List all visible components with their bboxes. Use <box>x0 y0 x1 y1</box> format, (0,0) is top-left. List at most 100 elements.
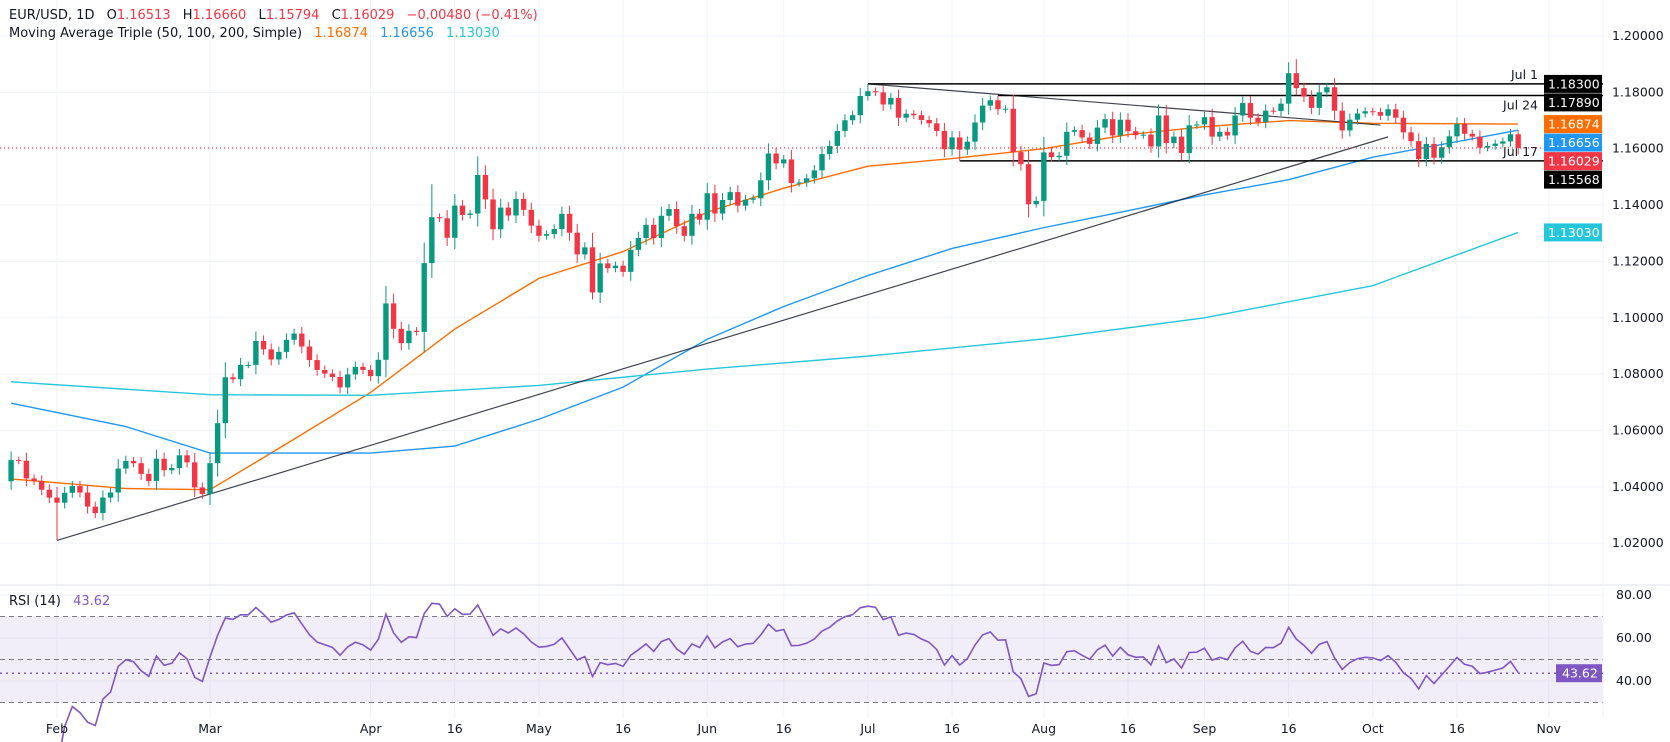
candle-body <box>727 192 733 201</box>
candle <box>1263 104 1269 129</box>
candle-body <box>276 351 282 360</box>
candle-body <box>214 423 221 464</box>
candle-body <box>1025 164 1032 205</box>
price-tag-box <box>1544 223 1602 242</box>
candle-body <box>620 265 626 272</box>
candle <box>834 123 840 154</box>
candle-body <box>612 265 619 269</box>
candle <box>1301 82 1307 103</box>
candle-body <box>528 209 534 226</box>
candle <box>1217 127 1223 142</box>
candle <box>1125 113 1131 138</box>
rsi-tag-text: 43.62 <box>1562 666 1598 681</box>
price-tag: 1.15568 <box>1544 170 1602 189</box>
candle-body <box>161 458 167 471</box>
candle <box>758 172 764 207</box>
candle <box>605 258 611 273</box>
price-tag-text: 1.16874 <box>1548 117 1600 132</box>
candle-body <box>207 463 213 494</box>
candle <box>475 156 481 227</box>
close-value: 1.16029 <box>340 8 395 23</box>
candle-body <box>597 263 603 293</box>
level-label: Jul 24 <box>1502 97 1538 112</box>
candle <box>1339 102 1345 139</box>
candle-body <box>651 224 657 239</box>
candle-body <box>1071 130 1078 132</box>
candle <box>77 481 83 498</box>
price-tag: 1.16874 <box>1544 115 1602 134</box>
price-tick-label: 1.14000 <box>1612 197 1664 212</box>
candle <box>1132 126 1139 140</box>
candle-body <box>77 486 83 493</box>
candle <box>1056 152 1062 161</box>
candle <box>322 365 328 378</box>
candle-body <box>628 249 634 272</box>
candle <box>383 285 389 378</box>
candle <box>903 109 909 123</box>
candle-body <box>268 349 274 360</box>
rsi-tag-box <box>1556 664 1602 683</box>
candle-body <box>773 153 779 164</box>
price-tick-label: 1.20000 <box>1612 28 1664 43</box>
candle <box>712 184 718 222</box>
candle-body <box>758 180 764 199</box>
candle-body <box>16 460 22 462</box>
candle-body <box>804 178 810 183</box>
time-tick-label: Jun <box>696 721 717 736</box>
candle <box>146 468 152 487</box>
candle <box>1308 90 1315 115</box>
candle <box>1270 107 1277 115</box>
time-tick-label: Apr <box>360 721 382 736</box>
candle <box>1354 108 1361 125</box>
candle-body <box>834 130 840 146</box>
candle <box>367 365 374 382</box>
candle <box>1194 120 1200 129</box>
candle-body <box>367 369 374 377</box>
candle-body <box>1217 131 1223 137</box>
candle-body <box>589 247 596 293</box>
candle-body <box>1110 119 1116 136</box>
candle-body <box>1125 119 1131 132</box>
candle-body <box>1278 103 1284 111</box>
candle-body <box>176 455 183 468</box>
candle <box>1446 130 1452 154</box>
time-tick-label: 16 <box>1281 721 1297 736</box>
candle <box>987 95 993 111</box>
candle <box>498 198 504 239</box>
candle <box>1117 112 1124 143</box>
trendline <box>867 83 1381 126</box>
candle-body <box>1469 133 1475 137</box>
candle <box>107 487 114 503</box>
ma200-line <box>11 231 1519 396</box>
candle <box>765 143 772 191</box>
candle <box>842 114 848 138</box>
candle <box>61 486 68 509</box>
candle <box>696 208 703 225</box>
price-tag: 1.16029 <box>1544 152 1602 171</box>
candle <box>1041 136 1047 217</box>
candle-body <box>398 328 404 344</box>
candle <box>1362 107 1368 118</box>
candle <box>1064 122 1070 166</box>
candle <box>727 186 733 206</box>
candle-body <box>1500 141 1506 144</box>
candle-body <box>796 182 802 184</box>
candle <box>8 451 14 490</box>
candle-body <box>566 213 573 233</box>
candle <box>1484 142 1491 152</box>
candle-body <box>1408 132 1414 142</box>
time-tick-label: Aug <box>1032 721 1056 736</box>
candle <box>964 136 971 155</box>
candle <box>1492 139 1498 150</box>
candle <box>658 206 665 247</box>
candle-body <box>199 487 206 494</box>
candle-body <box>819 154 825 171</box>
candle-body <box>1117 119 1124 136</box>
candle-body <box>1454 123 1460 137</box>
candle <box>1209 108 1215 145</box>
candle <box>153 449 160 490</box>
candle-body <box>1079 130 1085 138</box>
candle-body <box>712 193 718 214</box>
time-tick-label: 16 <box>776 721 792 736</box>
